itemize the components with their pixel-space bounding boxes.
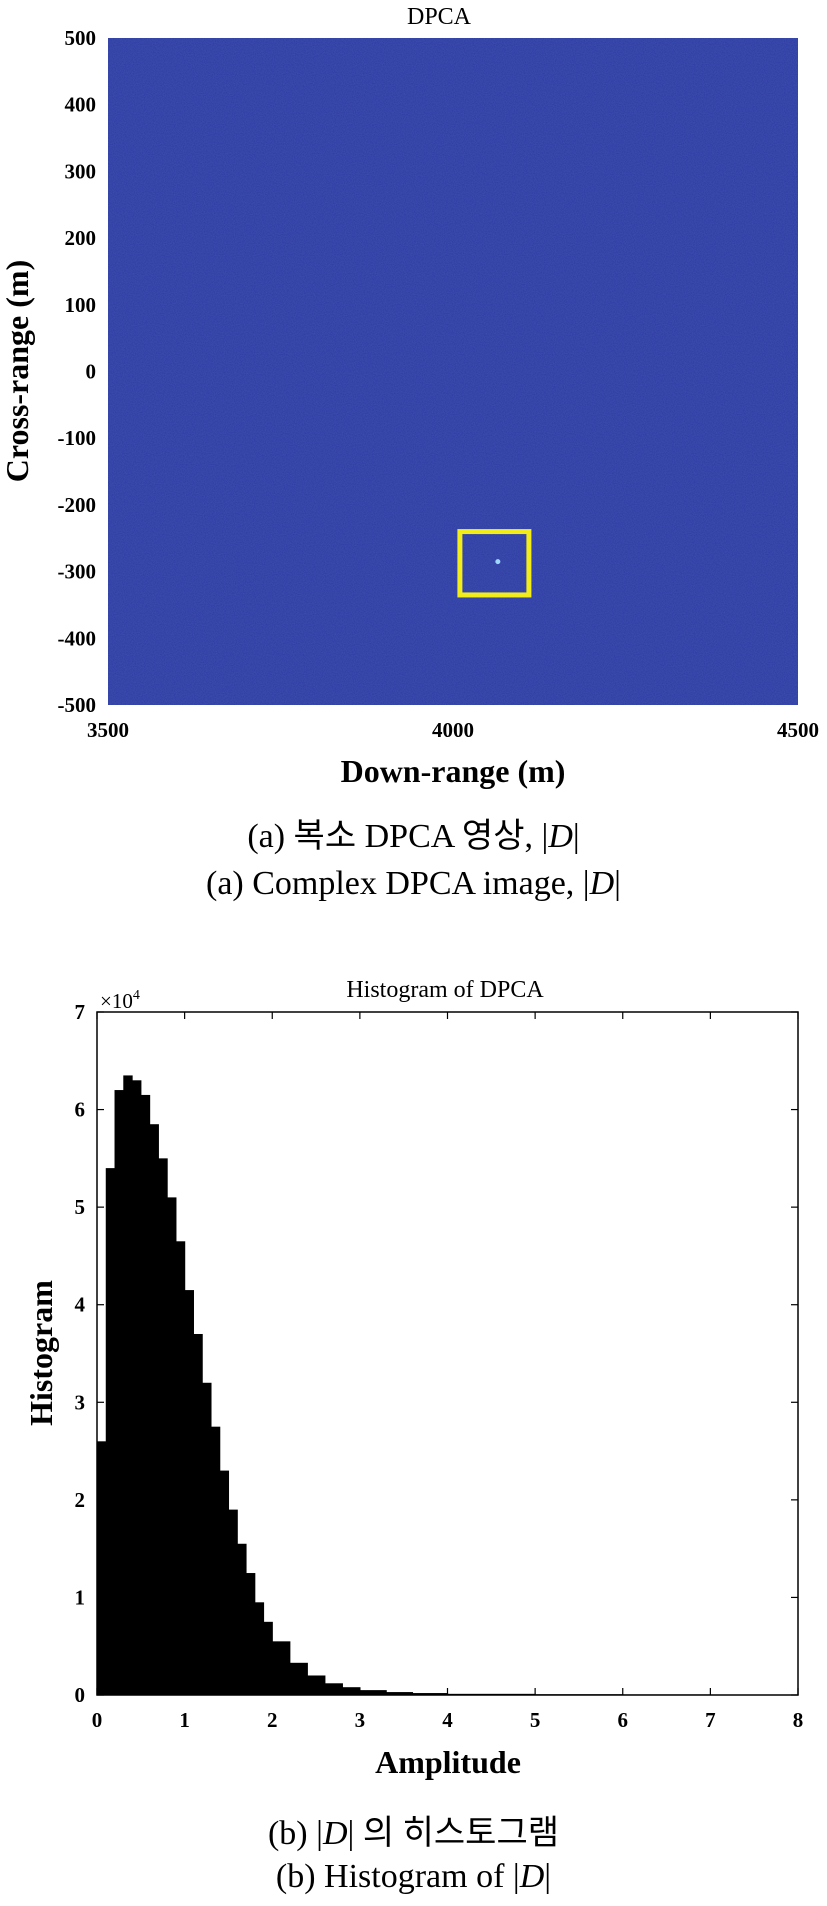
histogram-bar: [237, 1543, 247, 1695]
histogram-y-tick-label: 2: [75, 1488, 86, 1512]
histogram-bar: [219, 1470, 230, 1695]
caption-b-korean-prefix: (b): [267, 1815, 317, 1852]
histogram-bar: [158, 1158, 168, 1695]
histogram-bar: [105, 1168, 116, 1695]
dpca-x-tick-label: 4500: [777, 718, 819, 742]
caption-b-korean: (b) |D| 의 히스토그램: [0, 1805, 827, 1854]
histogram-bar: [324, 1683, 343, 1695]
histogram-y-tick-label: 6: [75, 1098, 86, 1122]
histogram-bar: [193, 1333, 203, 1695]
histogram-bar: [184, 1290, 194, 1695]
histogram-bar: [245, 1573, 256, 1695]
histogram-bar: [386, 1692, 414, 1695]
dpca-y-tick-label: -500: [58, 693, 97, 717]
dpca-highlight-box: [457, 529, 532, 598]
dpca-y-tick-label: 0: [86, 360, 97, 384]
histogram-bar: [412, 1693, 449, 1695]
histogram-bar: [307, 1675, 326, 1695]
histogram-x-tick-label: 0: [92, 1708, 103, 1732]
abs-close: |: [572, 818, 580, 855]
histogram-x-tick-label: 2: [267, 1708, 278, 1732]
histogram-bar: [167, 1197, 177, 1695]
abs-open: |: [541, 818, 549, 855]
histogram-bar: [149, 1124, 159, 1695]
histogram-bar: [228, 1509, 238, 1695]
histogram-bar: [175, 1241, 186, 1695]
histogram-y-axis-label: Histogram: [23, 1280, 59, 1426]
histogram-bar: [359, 1690, 387, 1695]
dpca-y-tick-label: -100: [58, 426, 97, 450]
caption-a-korean-text: (a) 복소 DPCA 영상,: [247, 818, 542, 855]
dpca-y-tick-label: 500: [65, 26, 97, 50]
histogram-x-tick-label: 4: [442, 1708, 453, 1732]
dpca-chart: DPCA 500 400 300 200 100 0 -100 -200 -300 -400 -50…: [0, 4, 819, 789]
abs-close: |: [544, 1858, 552, 1895]
abs-var: D: [519, 1858, 545, 1895]
histogram-y-multiplier-base: ×10: [100, 989, 133, 1013]
histogram-bar: [140, 1094, 151, 1695]
abs-close: |: [347, 1815, 355, 1852]
histogram-bar: [132, 1080, 142, 1695]
dpca-axis-ticks: 500 400 300 200 100 0 -100 -200 -300 -400 -5003500…: [58, 26, 820, 742]
caption-b-korean-suffix: 의 히스토그램: [354, 1815, 560, 1852]
histogram-y-tick-label: 7: [75, 1000, 86, 1024]
histogram-bar: [342, 1687, 361, 1695]
caption-b-english: (b) Histogram of |D|: [0, 1858, 827, 1896]
histogram-x-tick-label: 8: [793, 1708, 804, 1732]
dpca-y-tick-label: 300: [65, 159, 97, 183]
abs-close: |: [614, 865, 621, 902]
histogram-y-tick-label: 1: [75, 1585, 86, 1609]
dpca-y-tick-label: -400: [58, 626, 97, 650]
dpca-chart-title: DPCA: [407, 4, 472, 30]
histogram-y-tick-label: 4: [75, 1293, 86, 1317]
histogram-x-axis-label: Amplitude: [375, 1744, 521, 1780]
histogram-x-tick-label: 5: [530, 1708, 541, 1732]
histogram-bars: [97, 1075, 799, 1696]
dpca-image-noise: [108, 38, 798, 705]
histogram-x-tick-label: 1: [179, 1708, 190, 1732]
caption-a-english: (a) Complex DPCA image, |D|: [0, 865, 827, 903]
dpca-y-tick-label: -300: [58, 560, 97, 584]
dpca-x-axis-label: Down-range (m): [341, 753, 566, 789]
dpca-y-tick-label: 100: [65, 293, 97, 317]
abs-var: D: [322, 1815, 348, 1852]
abs-var: D: [548, 818, 573, 855]
abs-open: |: [582, 865, 590, 902]
histogram-x-tick-label: 6: [618, 1708, 629, 1732]
dpca-y-tick-label: 400: [65, 93, 97, 117]
dpca-target-point: [495, 559, 501, 565]
dpca-y-tick-label: -200: [58, 493, 97, 517]
histogram-bar: [272, 1641, 291, 1695]
histogram-bar: [210, 1426, 221, 1695]
histogram-x-tick-label: 3: [355, 1708, 366, 1732]
histogram-bar: [202, 1382, 212, 1695]
abs-open: |: [316, 1815, 323, 1852]
histogram-bar: [263, 1621, 273, 1695]
histogram-x-tick-label: 7: [705, 1708, 716, 1732]
histogram-y-multiplier-exp: 4: [133, 988, 140, 1003]
histogram-bar: [123, 1075, 133, 1695]
caption-a-english-text: (a) Complex DPCA image,: [206, 865, 583, 902]
dpca-x-tick-label: 3500: [87, 718, 129, 742]
histogram-chart-title: Histogram of DPCA: [346, 977, 544, 1003]
histogram-y-tick-label: 5: [75, 1195, 86, 1219]
dpca-y-tick-label: 200: [65, 226, 97, 250]
histogram-y-tick-label: 0: [75, 1683, 86, 1707]
dpca-x-tick-label: 4000: [432, 718, 474, 742]
histogram-bar: [289, 1662, 308, 1695]
histogram-y-tick-label: 3: [75, 1390, 86, 1414]
histogram-axis-ticks: 0 1 2 3 4 5 6 7 0 1 2 3 4 5 6 7 8: [75, 1000, 804, 1732]
dpca-y-axis-label: Cross-range (m): [0, 260, 35, 482]
histogram-bar: [114, 1090, 124, 1695]
caption-a-korean: (a) 복소 DPCA 영상, |D|: [0, 808, 827, 857]
caption-b-english-text: (b) Histogram of: [275, 1858, 513, 1895]
abs-open: |: [512, 1858, 520, 1895]
abs-var: D: [589, 865, 615, 902]
histogram-y-multiplier: ×104: [100, 988, 140, 1013]
histogram-bar: [97, 1441, 107, 1695]
histogram-bar: [254, 1602, 265, 1695]
